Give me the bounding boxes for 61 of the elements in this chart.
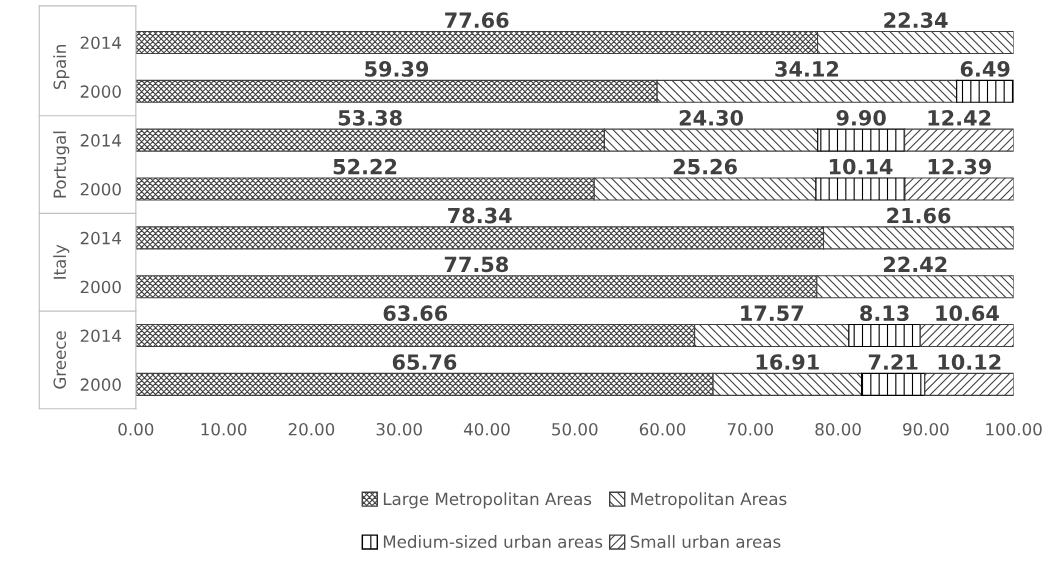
bar [924, 372, 1014, 396]
data-label: 63.66 [383, 305, 448, 322]
data-label: 25.26 [673, 158, 737, 175]
x-tick-label: 80.00 [815, 422, 861, 436]
bar [919, 323, 1014, 348]
x-tick-label: 90.00 [903, 422, 949, 436]
x-tick-label: 10.00 [201, 422, 247, 436]
y-tick-label: 2000 [80, 280, 121, 294]
text: Portugal [53, 131, 70, 198]
x-tick-label: 20.00 [288, 422, 335, 436]
data-label: 53.38 [338, 109, 402, 126]
legend-label: Large Metropolitan Areas [383, 492, 592, 509]
data-label: 65.76 [392, 354, 457, 370]
y-tick-label: 2000 [80, 378, 121, 391]
data-label: 12.42 [928, 109, 991, 126]
x-tick-label: 30.00 [376, 422, 422, 436]
y-tick-label: 2014 [80, 134, 122, 147]
data-label: 6.49 [960, 61, 1010, 77]
data-label: 16.91 [756, 354, 819, 370]
data-label: 8.13 [860, 305, 909, 322]
text: Spain [53, 45, 70, 90]
y-tick-label: 2000 [80, 85, 121, 98]
data-label: 77.58 [444, 256, 509, 273]
x-tick-label: 60.00 [639, 422, 686, 436]
y-tick-label: 2000 [80, 182, 121, 196]
data-label: 77.66 [445, 12, 509, 28]
bar [848, 323, 921, 348]
x-tick-label: 70.00 [727, 422, 774, 436]
x-tick-label: 50.00 [552, 422, 598, 436]
bar [817, 128, 906, 152]
y-tick-label: 2014 [80, 329, 122, 343]
x-tick-label: 0.00 [118, 422, 154, 436]
bar [904, 128, 1014, 152]
data-label: 10.14 [829, 158, 893, 175]
data-label: 10.64 [936, 305, 999, 322]
data-label: 17.57 [741, 305, 804, 322]
data-label: 22.42 [883, 256, 947, 272]
data-label: 7.21 [868, 354, 918, 370]
x-tick-label: 40.00 [463, 422, 510, 436]
data-label: 22.34 [884, 12, 948, 28]
x-tick-label: 100.00 [986, 422, 1042, 436]
text: Italy [53, 244, 70, 279]
data-label: 10.12 [938, 354, 1001, 370]
bar [860, 372, 926, 396]
legend-label: Small urban areas [630, 535, 781, 549]
data-label: 24.30 [679, 109, 744, 126]
data-label: 34.12 [775, 61, 839, 77]
bar [956, 79, 1014, 103]
data-label: 52.22 [333, 158, 397, 175]
legend-label: Medium-sized urban areas [383, 535, 603, 549]
bar [904, 177, 1014, 201]
legend-label: Metropolitan Areas [631, 492, 787, 509]
data-label: 9.90 [836, 109, 886, 126]
data-label: 12.39 [928, 158, 991, 175]
data-label: 78.34 [448, 207, 512, 224]
y-tick-label: 2014 [80, 36, 122, 50]
bar [815, 177, 906, 201]
y-tick-label: 2014 [80, 231, 122, 245]
data-label: 59.39 [365, 61, 429, 77]
data-label: 21.66 [887, 207, 951, 224]
text: Greece [53, 331, 67, 389]
